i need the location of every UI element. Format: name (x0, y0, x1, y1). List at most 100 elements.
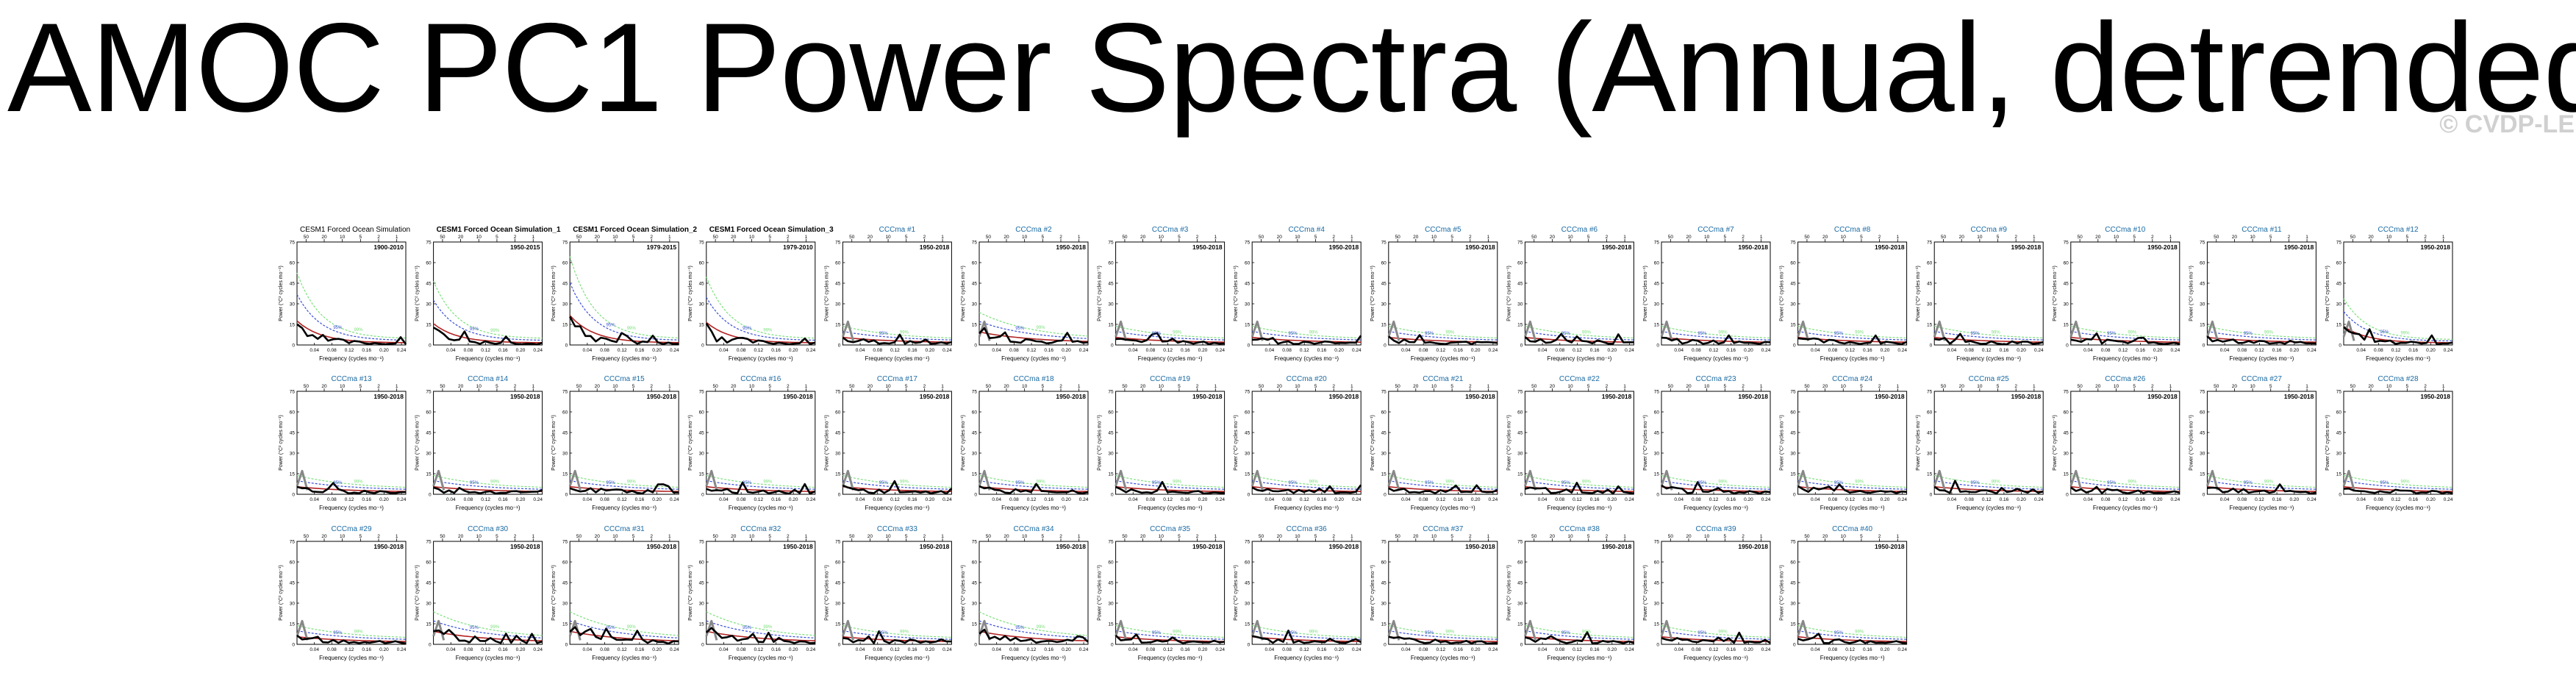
y-tick-label: 30 (1245, 302, 1251, 307)
x-tick-label: 0.08 (1828, 497, 1838, 502)
top-tick-label: 50 (440, 534, 446, 539)
panel-years: 1950-2018 (1602, 243, 1632, 251)
ci99-line (1797, 474, 1907, 488)
y-tick-label: 45 (1381, 431, 1387, 436)
x-tick-label: 0.12 (1027, 348, 1037, 353)
y-tick-label: 30 (2064, 302, 2069, 307)
y-tick-label: 75 (1654, 241, 1660, 246)
top-tick-label: 20 (2368, 384, 2374, 389)
top-tick-label: 50 (1122, 384, 1128, 389)
x-tick-label: 0.16 (1590, 348, 1600, 353)
spectrum-line (1933, 480, 2044, 495)
top-tick-label: 20 (1413, 534, 1419, 539)
top-tick-label: 10 (476, 235, 482, 240)
plot-frame (2070, 241, 2180, 346)
y-tick-label: 75 (562, 241, 568, 246)
y-tick-label: 60 (562, 560, 568, 566)
x-axis-label: Frequency (cycles mo⁻¹) (729, 655, 793, 661)
ci95-label: 95% (879, 481, 889, 485)
spectrum-line (433, 486, 543, 495)
top-tick-label: 50 (1804, 235, 1810, 240)
reference-spectrum-line (1797, 619, 1810, 641)
y-axis-label: Power (°C² cycles mo⁻¹) (1915, 266, 1921, 321)
plot-frame (1251, 391, 1362, 495)
ci95-label: 95% (1289, 631, 1298, 636)
y-tick-label: 75 (1381, 241, 1387, 246)
x-tick-label: 0.24 (1352, 647, 1362, 652)
x-tick-label: 0.20 (1198, 348, 1208, 353)
x-tick-label: 0.20 (925, 647, 934, 652)
y-tick-label: 15 (426, 323, 432, 328)
top-tick-label: 1 (2169, 384, 2172, 389)
x-tick-label: 0.24 (942, 647, 952, 652)
panel-years: 1950-2018 (1192, 543, 1223, 550)
y-tick-label: 30 (562, 602, 568, 607)
y-tick-label: 60 (1927, 410, 1933, 416)
panel-years: 1950-2018 (2011, 243, 2042, 251)
x-tick-label: 0.08 (1964, 348, 1974, 353)
y-axis-label: Power (°C² cycles mo⁻¹) (1642, 415, 1648, 471)
x-axis-label: Frequency (cycles mo⁻¹) (865, 505, 930, 511)
y-tick-label: 0 (838, 493, 841, 498)
y-tick-label: 0 (974, 643, 977, 648)
y-tick-label: 30 (1381, 452, 1387, 457)
top-tick-label: 2 (650, 384, 653, 389)
plot-frame (1115, 241, 1226, 346)
ci99-line (569, 611, 679, 636)
x-tick-label: 0.12 (1300, 497, 1309, 502)
x-tick-label: 0.24 (1352, 348, 1362, 353)
x-tick-label: 0.16 (1044, 497, 1053, 502)
top-tick-label: 2 (1878, 235, 1881, 240)
x-tick-label: 0.20 (1334, 497, 1344, 502)
x-tick-label: 0.24 (1352, 497, 1362, 502)
top-tick-label: 5 (1042, 384, 1045, 389)
y-tick-label: 60 (562, 261, 568, 266)
y-tick-label: 0 (2066, 493, 2069, 498)
top-tick-label: 10 (1704, 384, 1710, 389)
y-axis-label: Power (°C² cycles mo⁻¹) (2052, 415, 2058, 471)
y-tick-label: 0 (1656, 493, 1659, 498)
top-tick-label: 1 (532, 384, 534, 389)
top-tick-label: 2 (1878, 534, 1881, 539)
y-tick-label: 0 (1656, 643, 1659, 648)
reference-spectrum-line (1523, 619, 1536, 641)
ci99-label: 99% (1445, 480, 1455, 484)
ci95-label: 95% (1971, 332, 1981, 336)
top-tick-label: 5 (768, 534, 771, 539)
ci95-label: 95% (2380, 330, 2389, 335)
x-tick-label: 0.08 (464, 497, 473, 502)
spectrum-line (1661, 334, 1771, 345)
ci95-label: 95% (1561, 481, 1571, 485)
panel-years: 1950-2018 (510, 543, 540, 550)
top-tick-label: 20 (867, 235, 873, 240)
ci99-line (569, 256, 679, 338)
ci99-line (1525, 325, 1634, 339)
y-tick-label: 75 (1654, 390, 1660, 395)
y-tick-label: 15 (1790, 472, 1796, 477)
x-tick-label: 0.12 (618, 348, 627, 353)
ci95-label: 95% (607, 481, 616, 485)
cvdp-le-watermark: © CVDP-LE (2439, 110, 2575, 138)
reference-spectrum-line (1523, 469, 1536, 491)
x-tick-label: 0.20 (2289, 497, 2299, 502)
x-tick-label: 0.12 (618, 647, 627, 652)
plot-frame (1388, 541, 1498, 645)
x-tick-label: 0.24 (2171, 497, 2180, 502)
reference-spectrum-line (2342, 469, 2355, 491)
plot-frame (296, 391, 407, 495)
spectrum-panel: CESM1 Forced Ocean Simulation_2 1979-2015… (551, 226, 697, 362)
y-tick-label: 15 (699, 472, 705, 477)
x-tick-label: 0.24 (1761, 348, 1771, 353)
y-tick-label: 75 (2200, 390, 2205, 395)
y-tick-label: 15 (2200, 472, 2205, 477)
top-tick-label: 10 (1841, 235, 1847, 240)
x-tick-label: 0.24 (1625, 348, 1634, 353)
y-axis-label: Power (°C² cycles mo⁻¹) (823, 565, 829, 621)
x-tick-label: 0.12 (1573, 348, 1582, 353)
y-tick-label: 15 (1245, 622, 1251, 627)
x-tick-label: 0.24 (1079, 497, 1089, 502)
